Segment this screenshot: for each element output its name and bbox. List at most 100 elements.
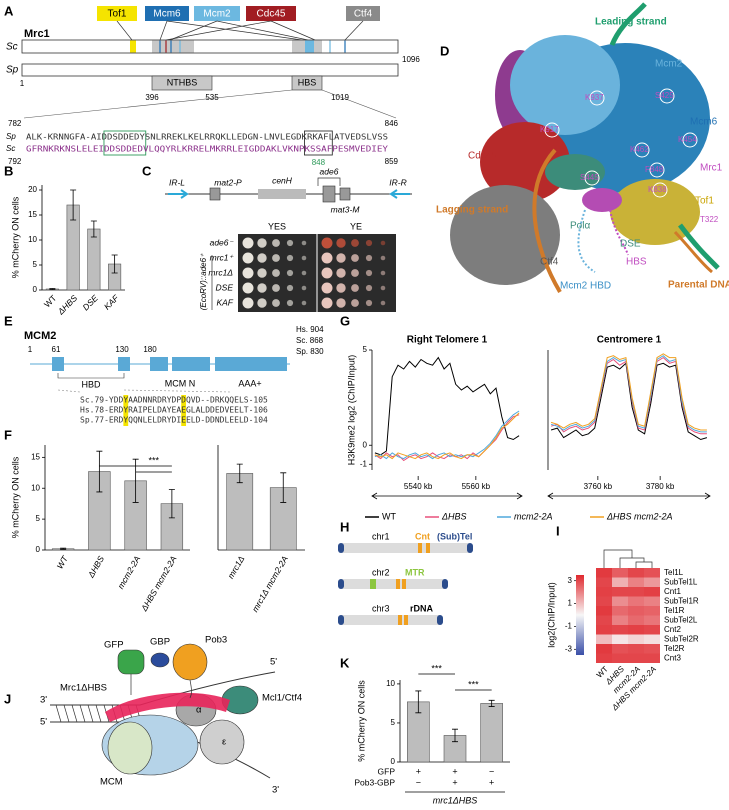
- colony-spot: [242, 282, 254, 294]
- domain-name: MCM N: [165, 378, 196, 388]
- genome-arrow: [371, 492, 523, 500]
- strain: mrc1⁺: [210, 252, 235, 262]
- residue-marker: [659, 88, 675, 104]
- colony-spot: [336, 238, 346, 248]
- centromere: [402, 579, 406, 589]
- heatmap-cell: [628, 596, 644, 606]
- dna: [532, 148, 562, 294]
- condition-sign: −: [416, 777, 421, 787]
- connector: [169, 20, 218, 41]
- y-tick-label: 10: [28, 235, 37, 244]
- region: [291, 75, 323, 91]
- colony-spot: [242, 252, 254, 264]
- y-tick-label: 15: [28, 210, 37, 219]
- heatmap-cell: [628, 606, 644, 616]
- medium: YE: [350, 221, 362, 231]
- residue-marker: [704, 212, 720, 228]
- base-pair: [95, 704, 102, 723]
- sp-protein-bar: [21, 63, 399, 77]
- x-tick-label: 5560 kb: [462, 482, 491, 491]
- x-tick-label: ΔHBS mcm2-2A: [138, 554, 178, 614]
- colony-spot: [286, 284, 294, 292]
- hbd-trace: [577, 209, 596, 273]
- length: Sp. 830: [296, 347, 324, 356]
- colorbar-tick-label: 3: [568, 576, 573, 585]
- series-line: [550, 362, 708, 441]
- connector: [344, 20, 364, 41]
- heatmap-cell: [644, 596, 660, 606]
- colony-spot: [286, 239, 294, 247]
- series-line: [374, 410, 520, 460]
- significance: ***: [468, 679, 479, 689]
- colony-spot: [336, 268, 346, 278]
- residue: K454: [678, 135, 697, 144]
- colony-spot: [336, 283, 346, 293]
- panel-label: I: [556, 523, 560, 538]
- panel-label: C: [142, 163, 152, 178]
- strain: DSE: [216, 282, 234, 292]
- heatmap-cell: [596, 587, 612, 597]
- bar: [480, 703, 503, 763]
- binder-name: Mcm2: [203, 9, 231, 20]
- colony-spot: [272, 239, 280, 247]
- colony-spot: [365, 239, 373, 247]
- heatmap-cell: [644, 625, 660, 635]
- residue-number: 130: [115, 345, 129, 354]
- significance: ***: [148, 455, 159, 465]
- length: Sc. 868: [296, 336, 324, 345]
- residue-marker: [634, 142, 650, 158]
- colony-spot: [351, 254, 359, 262]
- diagram-label: 5': [40, 717, 47, 728]
- locus: [339, 187, 351, 201]
- domain-box: [150, 357, 168, 371]
- structure-label: Mcm6: [690, 117, 718, 128]
- repeat-arrow: [389, 189, 410, 199]
- colony-spot: [365, 254, 373, 262]
- connector: [23, 89, 293, 119]
- sequence: GFRNKRKNSLELEIDDSDDEDVLQQYRLKRRELMKRRLEI…: [26, 145, 388, 154]
- chromosome: [338, 543, 473, 553]
- y-axis-label: % mCherry ON cells: [356, 680, 366, 762]
- connector: [159, 20, 168, 41]
- row-label: Cnt2: [664, 625, 681, 634]
- residue-marker: [584, 170, 600, 186]
- species: Sp: [6, 132, 16, 141]
- heatmap-cell: [628, 587, 644, 597]
- panel-label: J: [4, 691, 11, 706]
- dna: [609, 2, 647, 47]
- y-tick-label: 10: [31, 483, 40, 492]
- dna: [673, 230, 713, 274]
- row-label: Tel1L: [664, 568, 684, 577]
- medium: YES: [268, 221, 286, 231]
- colony-spot: [257, 268, 267, 278]
- domain-name: HBD: [81, 379, 101, 389]
- colony-spot: [321, 252, 333, 264]
- error-bar: [132, 458, 139, 503]
- panel-label: A: [4, 3, 14, 18]
- domain-box: [118, 357, 130, 371]
- significance: ***: [431, 663, 442, 673]
- locus-name: mat2-P: [214, 177, 242, 187]
- species: Sc: [6, 42, 18, 53]
- colony-spot: [301, 300, 307, 306]
- error-bar: [415, 690, 422, 714]
- feature: [130, 40, 136, 53]
- error-bar: [488, 699, 495, 707]
- locus-name: cenH: [272, 175, 293, 185]
- centromere: [396, 579, 400, 589]
- panel-label: H: [340, 519, 349, 534]
- structure-label: Lagging strand: [436, 205, 508, 216]
- heatmap-cell: [628, 568, 644, 578]
- colony-spot: [286, 254, 294, 262]
- protein-title: MCM2: [24, 330, 56, 342]
- locus-name: ade6: [320, 166, 339, 176]
- protein-title: Mrc1: [24, 28, 50, 40]
- x-tick-label: ΔHBS: [85, 554, 106, 580]
- pob3: [172, 643, 208, 681]
- feature: MTR: [405, 567, 425, 577]
- structure-label: Parental DNA: [668, 280, 729, 291]
- colony-spot: [242, 237, 254, 249]
- error-bar: [60, 547, 67, 550]
- heatmap-cell: [628, 634, 644, 644]
- y-tick-label: 0: [33, 285, 38, 294]
